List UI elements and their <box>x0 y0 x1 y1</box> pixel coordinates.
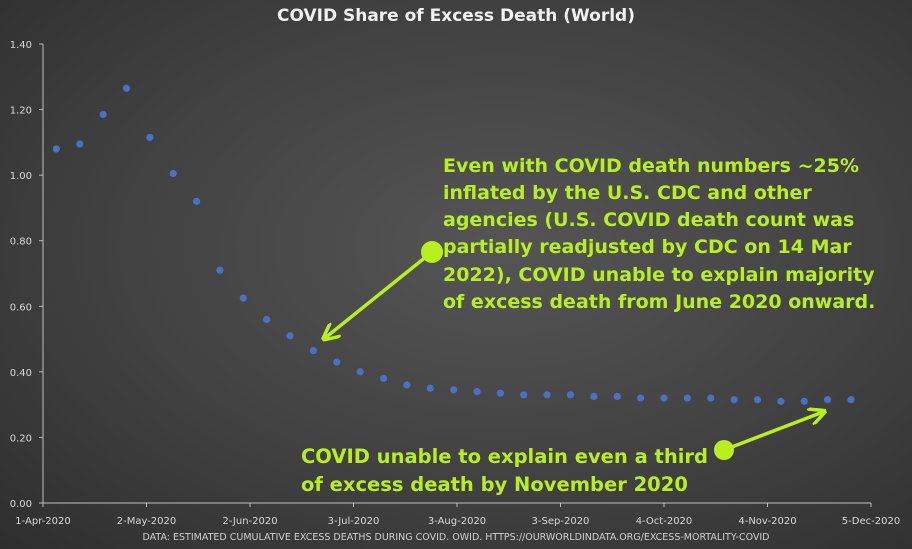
y-tick-label: 0.80 <box>10 237 32 248</box>
data-point <box>286 332 294 340</box>
annotation-main-line: of excess death from June 2020 onward. <box>443 290 876 313</box>
data-point <box>333 358 341 366</box>
x-tick-label: 2-Jun-2020 <box>222 516 277 527</box>
data-point <box>263 315 271 323</box>
data-point <box>520 391 528 399</box>
annotation-main-line: Even with COVID death numbers ~25% <box>443 155 859 177</box>
y-tick-label: 0.40 <box>10 368 32 379</box>
y-tick-label: 0.20 <box>10 433 32 444</box>
annotation-main-line: partially readjusted by CDC on 14 Mar <box>443 236 852 259</box>
annotation-arrow-bottom <box>722 412 823 452</box>
data-point <box>496 389 505 397</box>
data-point <box>566 391 575 399</box>
annotation-main-line: 2022), COVID unable to explain majority <box>443 263 875 286</box>
y-tick-label: 0.00 <box>10 499 32 510</box>
data-point <box>309 346 318 355</box>
data-point <box>356 368 364 376</box>
data-point <box>216 266 224 274</box>
x-tick-label: 1-Apr-2020 <box>15 516 70 527</box>
data-point <box>823 396 832 404</box>
x-tick-label: 5-Dec-2020 <box>842 516 900 527</box>
data-point <box>660 394 668 402</box>
data-point <box>239 294 247 302</box>
data-point <box>800 397 808 405</box>
annotation-arrow-bottom-dot <box>714 440 734 460</box>
data-point <box>473 387 481 396</box>
data-point <box>753 396 762 404</box>
data-point <box>683 394 691 402</box>
data-point <box>730 396 738 404</box>
annotation-arrow-main-dot <box>421 241 443 263</box>
data-point <box>379 374 388 383</box>
data-source-footer: DATA: ESTIMATED CUMULATIVE EXCESS DEATHS… <box>142 532 770 543</box>
data-point <box>590 392 598 401</box>
data-point <box>403 381 411 389</box>
data-point <box>76 140 84 148</box>
x-tick-label: 4-Nov-2020 <box>738 516 796 527</box>
data-point <box>450 386 458 394</box>
y-tick-label: 0.60 <box>10 302 32 313</box>
annotation-arrow-main <box>325 250 434 338</box>
y-tick-label: 1.00 <box>10 171 32 182</box>
data-point <box>146 133 154 142</box>
data-point <box>122 84 131 92</box>
annotation-bottom-line: of excess death by November 2020 <box>301 472 688 496</box>
y-tick-label: 1.40 <box>10 40 32 51</box>
data-point <box>777 397 785 405</box>
y-tick-label: 1.20 <box>10 106 32 117</box>
data-point <box>52 145 60 153</box>
data-point <box>707 394 715 402</box>
annotation-main-line: agencies (U.S. COVID death count was <box>443 209 855 232</box>
data-point <box>426 384 434 392</box>
data-point <box>847 396 855 404</box>
x-tick-label: 4-Oct-2020 <box>636 516 693 527</box>
data-point <box>613 392 621 401</box>
annotation-main-line: inflated by the U.S. CDC and other <box>443 182 812 205</box>
x-tick-label: 3-Jul-2020 <box>328 516 380 527</box>
chart-title: COVID Share of Excess Death (World) <box>277 6 635 26</box>
data-point <box>169 169 177 178</box>
annotation-main: Even with COVID death numbers ~25% infla… <box>443 153 905 316</box>
x-tick-label: 3-Aug-2020 <box>428 516 486 527</box>
data-point <box>637 394 645 402</box>
annotation-bottom: COVID unable to explain even a third of … <box>301 443 731 499</box>
data-point <box>543 391 551 399</box>
x-tick-label: 2-May-2020 <box>117 516 177 527</box>
x-tick-label: 3-Sep-2020 <box>532 516 590 527</box>
annotation-bottom-line: COVID unable to explain even a third <box>301 445 708 468</box>
data-point <box>192 197 201 205</box>
data-point <box>99 110 107 119</box>
